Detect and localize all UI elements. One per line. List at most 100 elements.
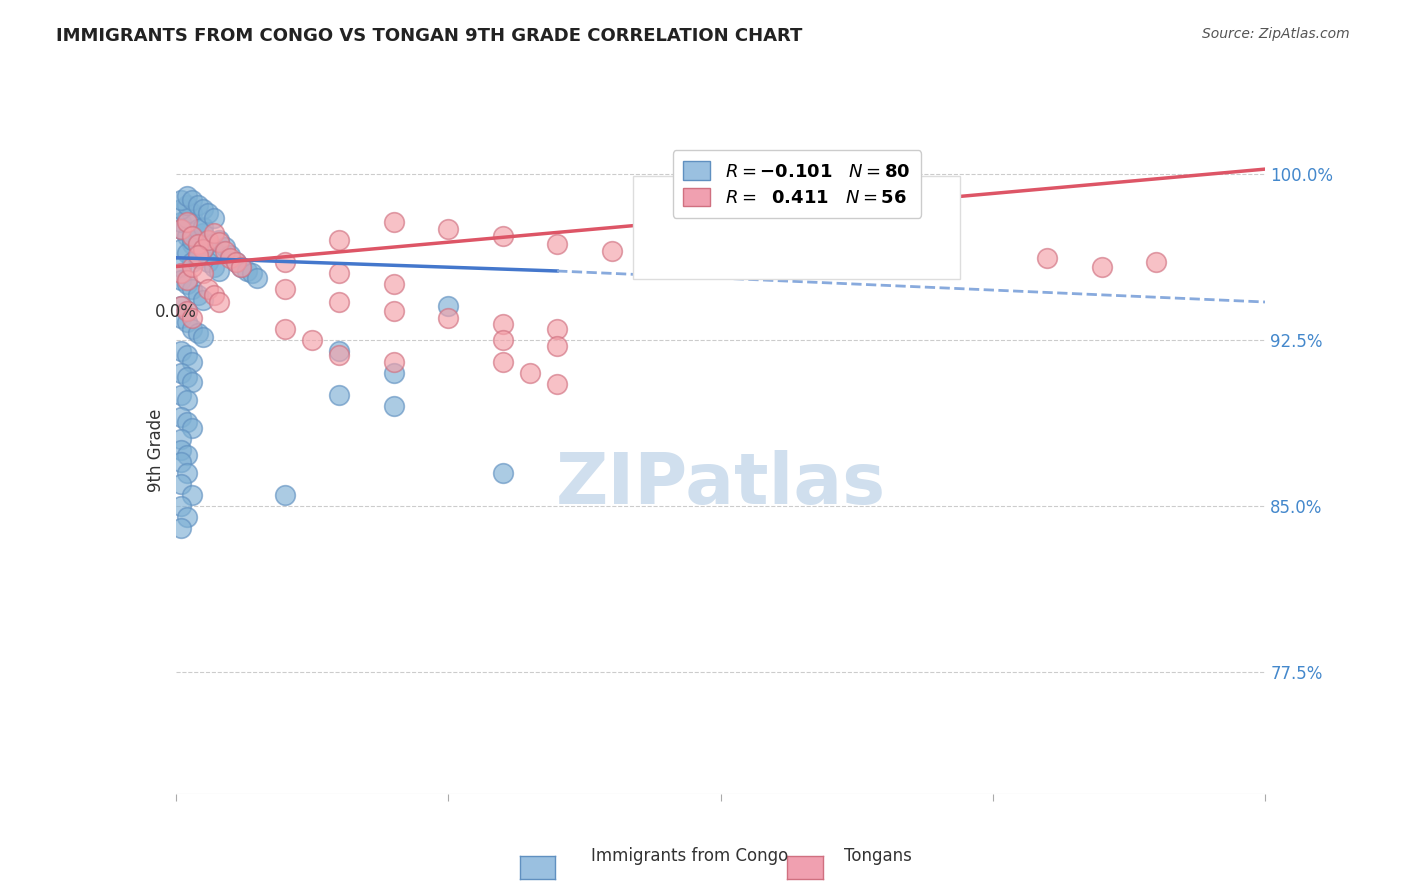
Point [181,237,204,252]
Point [492,333,515,347]
Point [219,251,242,265]
Point [546,237,568,252]
Point [176,510,198,524]
Point [181,260,204,274]
Point [176,188,198,202]
Point [208,233,231,247]
Point [225,255,247,269]
Point [600,244,623,258]
Point [186,248,209,262]
Point [382,355,405,369]
Point [170,260,193,274]
Point [170,476,193,491]
Point [181,206,204,220]
Point [437,222,460,236]
Text: IMMIGRANTS FROM CONGO VS TONGAN 9TH GRADE CORRELATION CHART: IMMIGRANTS FROM CONGO VS TONGAN 9TH GRAD… [56,27,803,45]
Point [274,321,297,335]
Point [170,343,193,358]
Point [492,228,515,243]
Point [176,370,198,384]
Point [546,376,568,391]
Point [655,228,678,243]
Point [382,399,405,413]
Point [437,310,460,325]
Point [186,288,209,302]
Point [197,282,219,296]
Point [170,215,193,229]
Point [181,228,204,243]
Point [176,392,198,407]
Point [176,348,198,362]
Point [191,227,214,241]
Point [191,293,214,307]
Point [181,282,204,296]
Point [170,266,193,280]
Point [274,282,297,296]
Point [170,222,193,236]
Point [170,202,193,216]
Point [181,233,204,247]
Point [186,233,209,247]
Point [181,355,204,369]
Point [382,366,405,380]
Point [176,448,198,462]
Point [197,206,219,220]
Point [202,227,225,241]
Point [208,295,231,310]
Point [176,273,198,287]
Point [328,343,350,358]
Point [170,222,193,236]
Point [176,215,198,229]
Point [231,260,253,274]
Point [202,244,225,258]
Point [181,421,204,435]
Point [181,375,204,389]
Point [492,355,515,369]
Point [181,255,204,269]
Point [492,317,515,331]
Point [492,466,515,480]
Point [274,488,297,502]
Point [176,315,198,329]
Point [181,488,204,502]
Point [208,264,231,278]
Point [197,237,219,252]
Point [186,197,209,211]
Point [519,366,541,380]
Point [176,211,198,225]
Point [170,310,193,325]
Point [170,273,193,287]
Point [181,310,204,325]
Point [274,255,297,269]
Point [191,219,214,234]
Point [170,433,193,447]
Point [710,215,733,229]
Point [186,237,209,252]
Point [202,211,225,225]
Point [170,499,193,513]
Point [219,248,242,262]
Point [873,228,896,243]
Point [328,266,350,280]
Legend: $R = \mathbf{-0.101}$   $N = \mathbf{80}$, $R = \mathbf{\ \ 0.411}$   $N = \math: $R = \mathbf{-0.101}$ $N = \mathbf{80}$,… [672,151,921,218]
Point [170,388,193,402]
Point [170,300,193,314]
FancyBboxPatch shape [633,176,960,278]
Point [208,235,231,250]
Text: Immigrants from Congo: Immigrants from Congo [591,847,787,865]
Point [170,410,193,425]
Point [191,266,214,280]
Point [176,304,198,318]
Point [202,288,225,302]
Point [246,270,269,285]
Point [328,295,350,310]
Text: Tongans: Tongans [844,847,911,865]
Point [186,326,209,340]
Text: 0.0%: 0.0% [155,302,197,321]
Point [170,366,193,380]
Point [214,239,236,253]
Point [176,466,198,480]
Point [191,202,214,216]
Y-axis label: 9th Grade: 9th Grade [146,409,165,492]
Point [301,333,323,347]
